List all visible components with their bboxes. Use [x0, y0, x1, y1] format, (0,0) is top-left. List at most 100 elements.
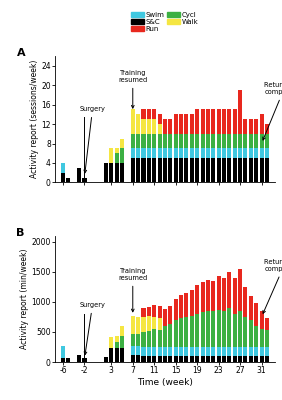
Bar [163, 148, 167, 158]
Bar [249, 296, 253, 320]
Bar [152, 148, 156, 158]
Bar [120, 336, 124, 348]
Bar [115, 148, 119, 153]
Bar [254, 356, 258, 362]
Bar [163, 309, 167, 326]
Bar [201, 356, 204, 362]
Bar [82, 178, 87, 182]
Bar [190, 158, 194, 182]
Bar [217, 347, 221, 356]
Bar [259, 356, 264, 362]
Bar [195, 314, 199, 347]
Bar [249, 158, 253, 182]
Bar [142, 317, 146, 332]
Bar [243, 158, 248, 182]
Bar [131, 158, 135, 182]
Bar [227, 148, 231, 158]
Bar [201, 282, 204, 312]
Bar [227, 308, 231, 347]
Bar [120, 326, 124, 336]
Bar [195, 158, 199, 182]
Bar [184, 158, 188, 182]
Bar [227, 110, 231, 134]
Bar [131, 134, 135, 148]
Bar [142, 158, 146, 182]
Bar [222, 158, 226, 182]
Bar [147, 331, 151, 347]
Bar [109, 163, 113, 182]
Bar [249, 119, 253, 134]
Bar [174, 299, 178, 320]
Bar [184, 134, 188, 148]
Text: Return to
competition: Return to competition [263, 259, 282, 313]
Bar [152, 134, 156, 148]
Bar [233, 110, 237, 134]
Bar [158, 148, 162, 158]
Bar [147, 316, 151, 331]
Bar [201, 347, 204, 356]
Bar [211, 347, 215, 356]
Bar [249, 134, 253, 148]
Bar [152, 110, 156, 119]
Bar [190, 114, 194, 134]
Bar [115, 336, 119, 342]
Bar [243, 347, 248, 356]
Bar [259, 114, 264, 134]
Bar [259, 329, 264, 347]
Bar [66, 178, 70, 182]
Bar [195, 285, 199, 314]
Bar [243, 287, 248, 317]
Bar [254, 303, 258, 326]
Bar [147, 158, 151, 182]
Bar [142, 148, 146, 158]
Bar [152, 305, 156, 317]
Bar [136, 346, 140, 355]
Bar [233, 356, 237, 362]
Bar [152, 329, 156, 347]
Bar [190, 134, 194, 148]
Bar [61, 163, 65, 173]
Bar [227, 134, 231, 148]
Bar [168, 134, 172, 148]
Bar [238, 269, 242, 311]
Bar [195, 356, 199, 362]
Bar [211, 148, 215, 158]
Bar [201, 134, 204, 148]
Text: Surgery: Surgery [80, 302, 105, 354]
Bar [217, 134, 221, 148]
Bar [152, 356, 156, 362]
Bar [254, 134, 258, 148]
Bar [168, 158, 172, 182]
Bar [222, 278, 226, 311]
Bar [259, 311, 264, 329]
Bar [201, 148, 204, 158]
Bar [179, 148, 183, 158]
Bar [184, 317, 188, 347]
Bar [227, 356, 231, 362]
Bar [179, 134, 183, 148]
Bar [233, 158, 237, 182]
Bar [227, 272, 231, 308]
Bar [227, 158, 231, 182]
Bar [190, 356, 194, 362]
Text: Return to
competition: Return to competition [263, 82, 282, 140]
Bar [217, 276, 221, 310]
Bar [238, 158, 242, 182]
Bar [158, 124, 162, 134]
Bar [109, 148, 113, 163]
Bar [211, 311, 215, 347]
Bar [174, 114, 178, 134]
Bar [243, 356, 248, 362]
Bar [206, 148, 210, 158]
Bar [163, 326, 167, 347]
Bar [163, 119, 167, 134]
Bar [206, 280, 210, 311]
Bar [131, 346, 135, 355]
Bar [217, 310, 221, 347]
Bar [243, 134, 248, 148]
Bar [233, 148, 237, 158]
Bar [217, 110, 221, 134]
Bar [259, 134, 264, 148]
Text: B: B [16, 228, 25, 238]
Bar [222, 110, 226, 134]
